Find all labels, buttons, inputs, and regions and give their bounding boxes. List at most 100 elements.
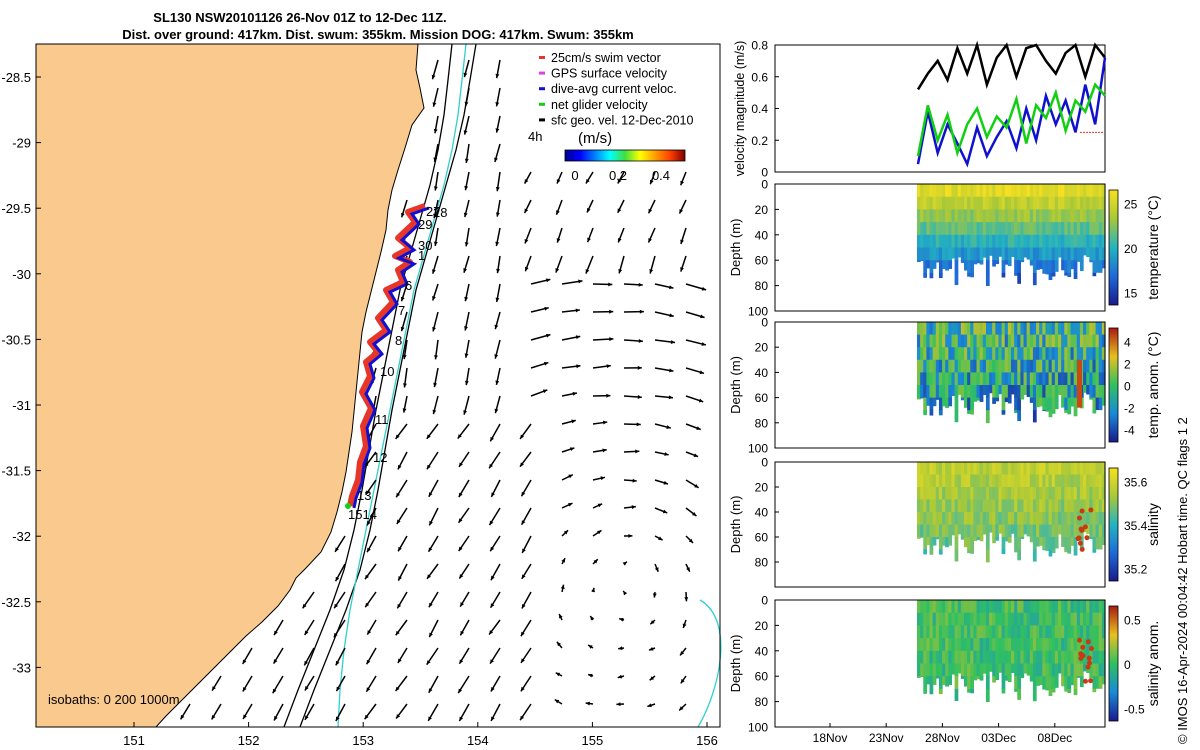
heatmap-cell (960, 537, 965, 540)
heatmap-cell (932, 359, 937, 373)
heatmap-cell (1092, 222, 1097, 236)
heatmap-cell (1070, 347, 1075, 361)
heatmap-cell (1054, 385, 1059, 399)
heatmap-cell (1004, 196, 1009, 210)
heatmap-cell (1083, 650, 1087, 665)
heatmap-cell (942, 385, 946, 399)
heatmap-cell (945, 676, 949, 687)
heatmap-cell (923, 638, 927, 652)
heatmap-cell (964, 260, 968, 271)
heatmap-cell (926, 222, 931, 236)
heatmap-cell (1051, 196, 1056, 210)
heatmap-cell (1004, 347, 1009, 361)
heatmap-cell (1001, 549, 1006, 555)
heatmap-cell (1095, 650, 1100, 665)
heatmap-cell (932, 524, 937, 538)
heatmap-cell (1011, 625, 1015, 639)
heatmap-cell (1051, 272, 1056, 277)
heatmap-cell (938, 234, 943, 249)
heatmap-cell (995, 234, 1000, 249)
heatmap-cell (1036, 499, 1040, 513)
vector-arrow (523, 171, 532, 184)
heatmap-cell (957, 372, 962, 386)
heatmap-cell (960, 638, 965, 652)
heatmap-cell (1061, 247, 1065, 261)
heatmap-cell (982, 322, 987, 336)
heatmap-cell (1101, 322, 1106, 336)
heatmap-cell (976, 537, 981, 541)
heatmap-cell (1058, 222, 1062, 236)
heatmap-cell (938, 397, 943, 411)
heatmap-cell (982, 487, 987, 501)
heatmap-cell (985, 537, 990, 551)
heatmap-cell (923, 612, 927, 626)
heatmap-cell (1004, 650, 1009, 665)
heatmap-cell (1073, 600, 1078, 614)
heatmap-cell (917, 247, 921, 261)
heatmap-cell (995, 397, 1000, 402)
vector-arrow (302, 591, 315, 609)
heatmap-cell (957, 222, 962, 236)
heatmap-cell (1064, 184, 1068, 198)
heatmap-cell (917, 234, 921, 249)
heatmap-cell (954, 537, 959, 551)
heatmap-cell (1101, 474, 1106, 488)
heatmap-cell (1048, 372, 1053, 386)
heatmap-cell (1029, 524, 1034, 538)
heatmap-cell (957, 638, 962, 652)
heatmap-cell (942, 247, 946, 261)
heatmap-cell (945, 638, 949, 652)
heatmap-cell (935, 184, 940, 198)
heatmap-cell (1039, 359, 1043, 373)
heatmap-cell (1029, 676, 1034, 682)
heatmap-cell (935, 397, 940, 400)
heatmap-cell (942, 512, 946, 526)
heatmap-cell (967, 499, 971, 513)
heatmap-cell (992, 209, 996, 223)
heatmap-cell (1101, 650, 1106, 665)
heatmap-cell (1083, 234, 1087, 249)
heatmap-cell (979, 663, 984, 677)
heatmap-cell (1061, 322, 1065, 336)
heatmap-cell (985, 650, 990, 665)
heatmap-cell (1061, 184, 1065, 198)
heatmap-cell (1076, 184, 1081, 198)
heatmap-cell (1076, 209, 1081, 223)
heatmap-cell (1051, 222, 1056, 236)
heatmap-cell (1067, 600, 1072, 614)
heatmap-cell (967, 334, 971, 348)
heatmap-cell (1079, 499, 1084, 513)
heatmap-cell (1001, 650, 1006, 665)
heatmap-cell (1004, 499, 1009, 513)
heatmap-cell (945, 663, 949, 677)
heatmap-cell (1039, 487, 1043, 501)
heatmap-cell (995, 322, 1000, 336)
heatmap-cell (1020, 462, 1025, 476)
isobath-cyan (337, 43, 467, 728)
heatmap-cell (976, 222, 981, 236)
heatmap-cell (1004, 372, 1009, 386)
heatmap-cell (1007, 209, 1012, 223)
heatmap-cell (1014, 537, 1018, 551)
heatmap-cell (973, 184, 978, 198)
heatmap-cell (1092, 209, 1097, 223)
heatmap-cell (1017, 638, 1021, 652)
heatmap-cell (995, 663, 1000, 677)
heatmap-cell (920, 222, 924, 236)
heatmap-cell (1048, 397, 1053, 411)
colorbar-tick: 4 (1124, 336, 1131, 350)
heatmap-cell (979, 334, 984, 348)
vector-arrow (403, 367, 408, 388)
vector-arrow (685, 283, 707, 291)
heatmap-cell (1098, 474, 1103, 488)
heatmap-cell (967, 462, 971, 476)
heatmap-cell (1011, 247, 1015, 257)
heatmap-cell (1095, 638, 1100, 652)
vector-arrow (685, 311, 705, 319)
heatmap-cell (926, 184, 931, 198)
heatmap-cell (920, 676, 924, 677)
heatmap-cell (1026, 184, 1031, 198)
vector-arrow (623, 422, 641, 427)
heatmap-cell (979, 260, 984, 265)
heatmap-cell (1058, 524, 1062, 535)
